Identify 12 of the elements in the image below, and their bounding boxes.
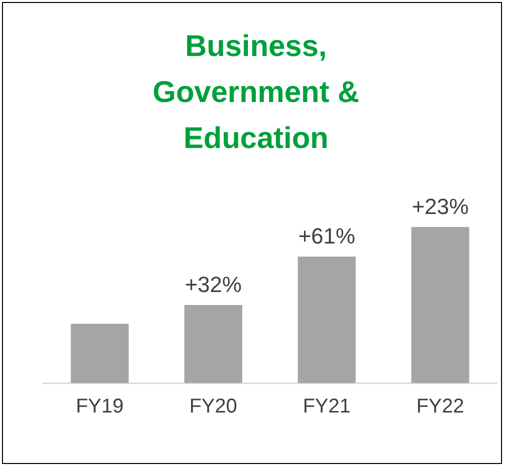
bar bbox=[70, 324, 129, 383]
x-tick-label: FY19 bbox=[76, 396, 124, 418]
x-tick-label: FY20 bbox=[189, 396, 238, 418]
bar bbox=[184, 305, 242, 383]
bar bbox=[411, 227, 470, 383]
annotation: +23% bbox=[412, 194, 469, 220]
annotation: +61% bbox=[298, 224, 356, 249]
annotation: +32% bbox=[184, 272, 242, 298]
bar bbox=[298, 256, 356, 383]
x-tick-label: FY21 bbox=[302, 396, 351, 418]
chart-title: Business, Government & Education bbox=[152, 29, 360, 157]
x-tick-label: FY22 bbox=[416, 396, 464, 418]
